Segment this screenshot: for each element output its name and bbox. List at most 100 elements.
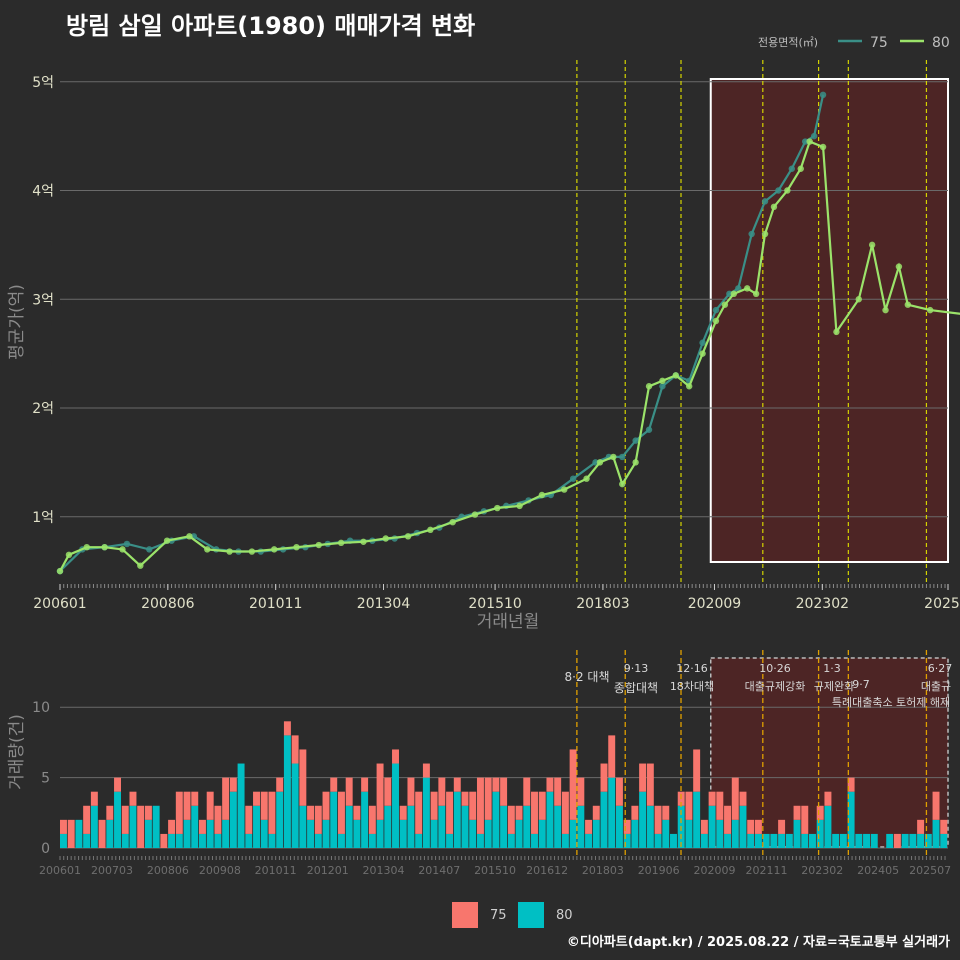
series-point-80 [784,187,791,194]
bar-80 [438,805,446,848]
bar-x-tick-label: 201803 [582,864,624,877]
bar-75 [191,791,199,806]
bar-80 [144,819,152,848]
y-tick-label: 2억 [32,401,54,417]
bar-80 [206,819,214,848]
bar-75 [646,763,654,806]
bar-legend-label-80: 80 [556,907,573,923]
series-point-80 [672,372,679,379]
bar-80 [337,833,345,848]
series-point-80 [752,290,760,298]
bar-75 [129,791,137,806]
bar-80 [809,833,816,848]
bar-80 [268,833,276,848]
bar-x-tick-label: 201011 [255,864,297,877]
bar-75 [114,777,122,792]
bar-80 [940,833,948,848]
series-point-75 [761,198,769,205]
bar-75 [121,805,129,834]
bar-75 [438,777,446,806]
series-point-75 [123,540,131,548]
bar-legend-swatch-80 [518,902,544,928]
series-point-80 [561,486,568,493]
bar-80 [778,833,786,848]
series-point-80 [583,475,590,482]
bar-80 [662,819,670,848]
bar-75 [724,805,732,834]
x-tick-label: 201011 [249,596,302,612]
bar-80 [361,791,369,848]
bar-80 [639,791,647,848]
policy-annotation: 대출규 [921,680,951,693]
bar-80 [762,833,770,848]
bar-80 [932,819,940,848]
bar-75 [322,791,330,820]
bar-80 [75,819,83,848]
bar-80 [693,791,701,848]
series-point-80 [610,453,617,461]
series-point-80 [926,306,934,314]
bar-legend-75: 75 [452,902,507,928]
bar-80 [747,833,755,848]
y-axis-title: 평균가(억) [7,284,27,360]
bar-75 [754,819,762,834]
bar-75 [631,805,639,820]
highlight-range [709,78,950,563]
bar-80 [430,819,438,848]
policy-annotation: 8·2 대책 [565,669,610,684]
bar-75 [276,777,284,792]
bar-75 [461,791,469,806]
y-tick-label: 5억 [32,75,54,91]
bar-75 [299,749,307,806]
legend-title: 전용면적(㎡) [758,36,818,49]
bar-75 [816,805,824,820]
bar-75 [253,791,260,806]
bar-75 [307,805,315,820]
bar-80 [670,833,677,848]
bar-80 [60,833,67,848]
bar-75 [368,805,376,834]
bar-80 [446,833,454,848]
bar-80 [415,833,423,848]
series-point-80 [163,537,171,544]
bar-80 [507,833,515,848]
series-point-80 [226,548,233,555]
bar-y-tick-label: 10 [32,700,50,716]
bar-75 [476,777,484,834]
series-point-80 [270,546,278,553]
bar-80 [368,833,376,848]
series-point-75 [146,546,153,553]
credit-text: ©디아파트(dapt.kr) / 2025.08.22 / 자료=국토교통부 실… [566,935,950,950]
bar-75 [569,749,577,820]
bar-75 [932,791,940,820]
policy-annotation: 9·13 [624,662,649,675]
series-point-80 [449,518,456,526]
series-point-75 [735,285,742,292]
bar-75 [407,777,415,806]
bar-80 [870,833,878,848]
bar-75 [83,805,91,834]
x-tick-label: 201510 [468,596,521,612]
bar-75 [345,777,353,806]
bar-80 [330,791,338,848]
bar-x-tick-label: 201510 [474,864,516,877]
series-point-80 [904,301,912,308]
bar-80 [469,819,477,848]
bar-80 [569,819,577,848]
series-point-80 [137,562,144,569]
bar-x-tick-label: 200908 [199,864,241,877]
bar-80 [523,805,531,848]
bar-75 [175,791,183,834]
bar-75 [893,833,901,848]
bar-80 [175,833,183,848]
legend-label-75: 75 [870,35,888,51]
bar-75 [214,805,222,834]
series-point-80 [337,539,345,547]
series-point-80 [882,306,889,314]
policy-annotation: 10·26 [759,662,791,675]
series-point-80 [685,383,693,390]
bar-75 [268,791,276,834]
bar-75 [693,749,701,792]
bar-80 [839,833,847,848]
